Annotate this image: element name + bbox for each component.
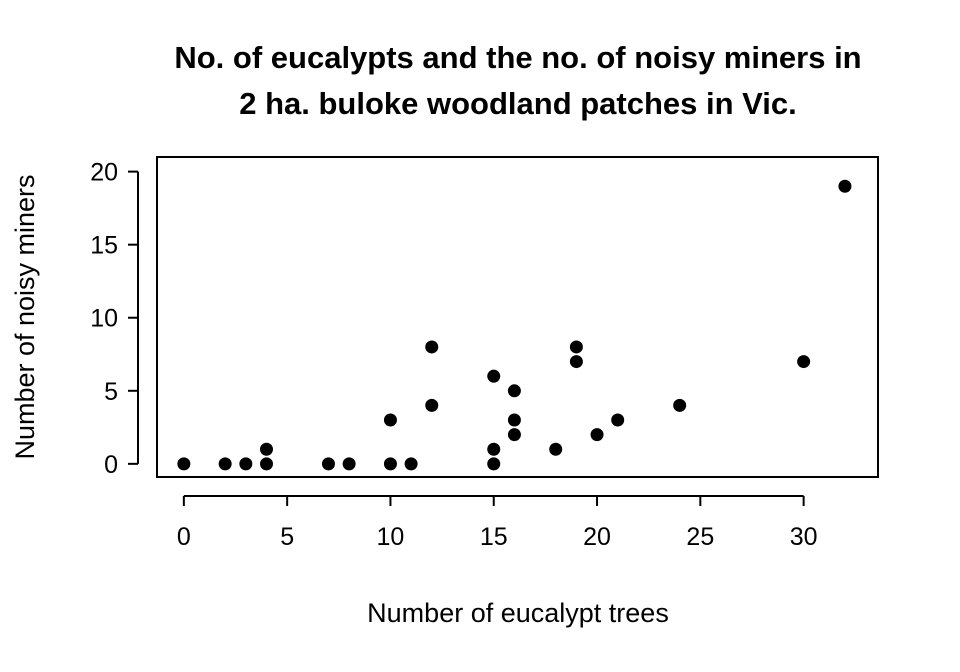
data-point bbox=[590, 428, 604, 442]
data-point bbox=[404, 457, 418, 471]
data-point bbox=[611, 413, 625, 427]
data-point bbox=[487, 442, 501, 456]
y-axis: 0 5 10 15 20 bbox=[90, 159, 139, 479]
y-tick-label: 0 bbox=[104, 451, 118, 479]
x-tick-label: 10 bbox=[377, 523, 405, 551]
data-point bbox=[218, 457, 232, 471]
data-point bbox=[569, 340, 583, 354]
data-point bbox=[487, 457, 501, 471]
chart-title-line-2: 2 ha. buloke woodland patches in Vic. bbox=[239, 86, 797, 121]
x-tick-label: 25 bbox=[686, 523, 714, 551]
data-point bbox=[797, 355, 811, 369]
x-tick-label: 0 bbox=[177, 523, 191, 551]
data-point bbox=[425, 340, 439, 354]
data-point bbox=[487, 369, 501, 383]
x-tick-label: 30 bbox=[790, 523, 818, 551]
data-point bbox=[239, 457, 253, 471]
y-tick-label: 10 bbox=[90, 305, 118, 333]
data-point bbox=[259, 457, 273, 471]
data-point bbox=[177, 457, 191, 471]
x-tick-label: 5 bbox=[280, 523, 294, 551]
data-point bbox=[673, 398, 687, 412]
data-point bbox=[259, 442, 273, 456]
data-points bbox=[177, 179, 852, 471]
data-point bbox=[507, 384, 521, 398]
y-tick-label: 5 bbox=[104, 378, 118, 406]
data-point bbox=[321, 457, 335, 471]
x-axis-label: Number of eucalypt trees bbox=[367, 598, 669, 628]
data-point bbox=[569, 355, 583, 369]
data-point bbox=[342, 457, 356, 471]
data-point bbox=[383, 457, 397, 471]
y-axis-label: Number of noisy miners bbox=[10, 174, 40, 459]
y-tick-label: 20 bbox=[90, 159, 118, 187]
data-point bbox=[838, 179, 852, 193]
data-point bbox=[507, 413, 521, 427]
data-point bbox=[549, 442, 563, 456]
x-tick-label: 15 bbox=[480, 523, 508, 551]
y-tick-label: 15 bbox=[90, 232, 118, 260]
chart-title-line-1: No. of eucalypts and the no. of noisy mi… bbox=[174, 40, 861, 75]
data-point bbox=[425, 398, 439, 412]
x-tick-label: 20 bbox=[583, 523, 611, 551]
data-point bbox=[383, 413, 397, 427]
data-point bbox=[507, 428, 521, 442]
x-axis: 0 5 10 15 20 25 30 bbox=[177, 495, 818, 551]
plot-frame bbox=[156, 156, 879, 478]
